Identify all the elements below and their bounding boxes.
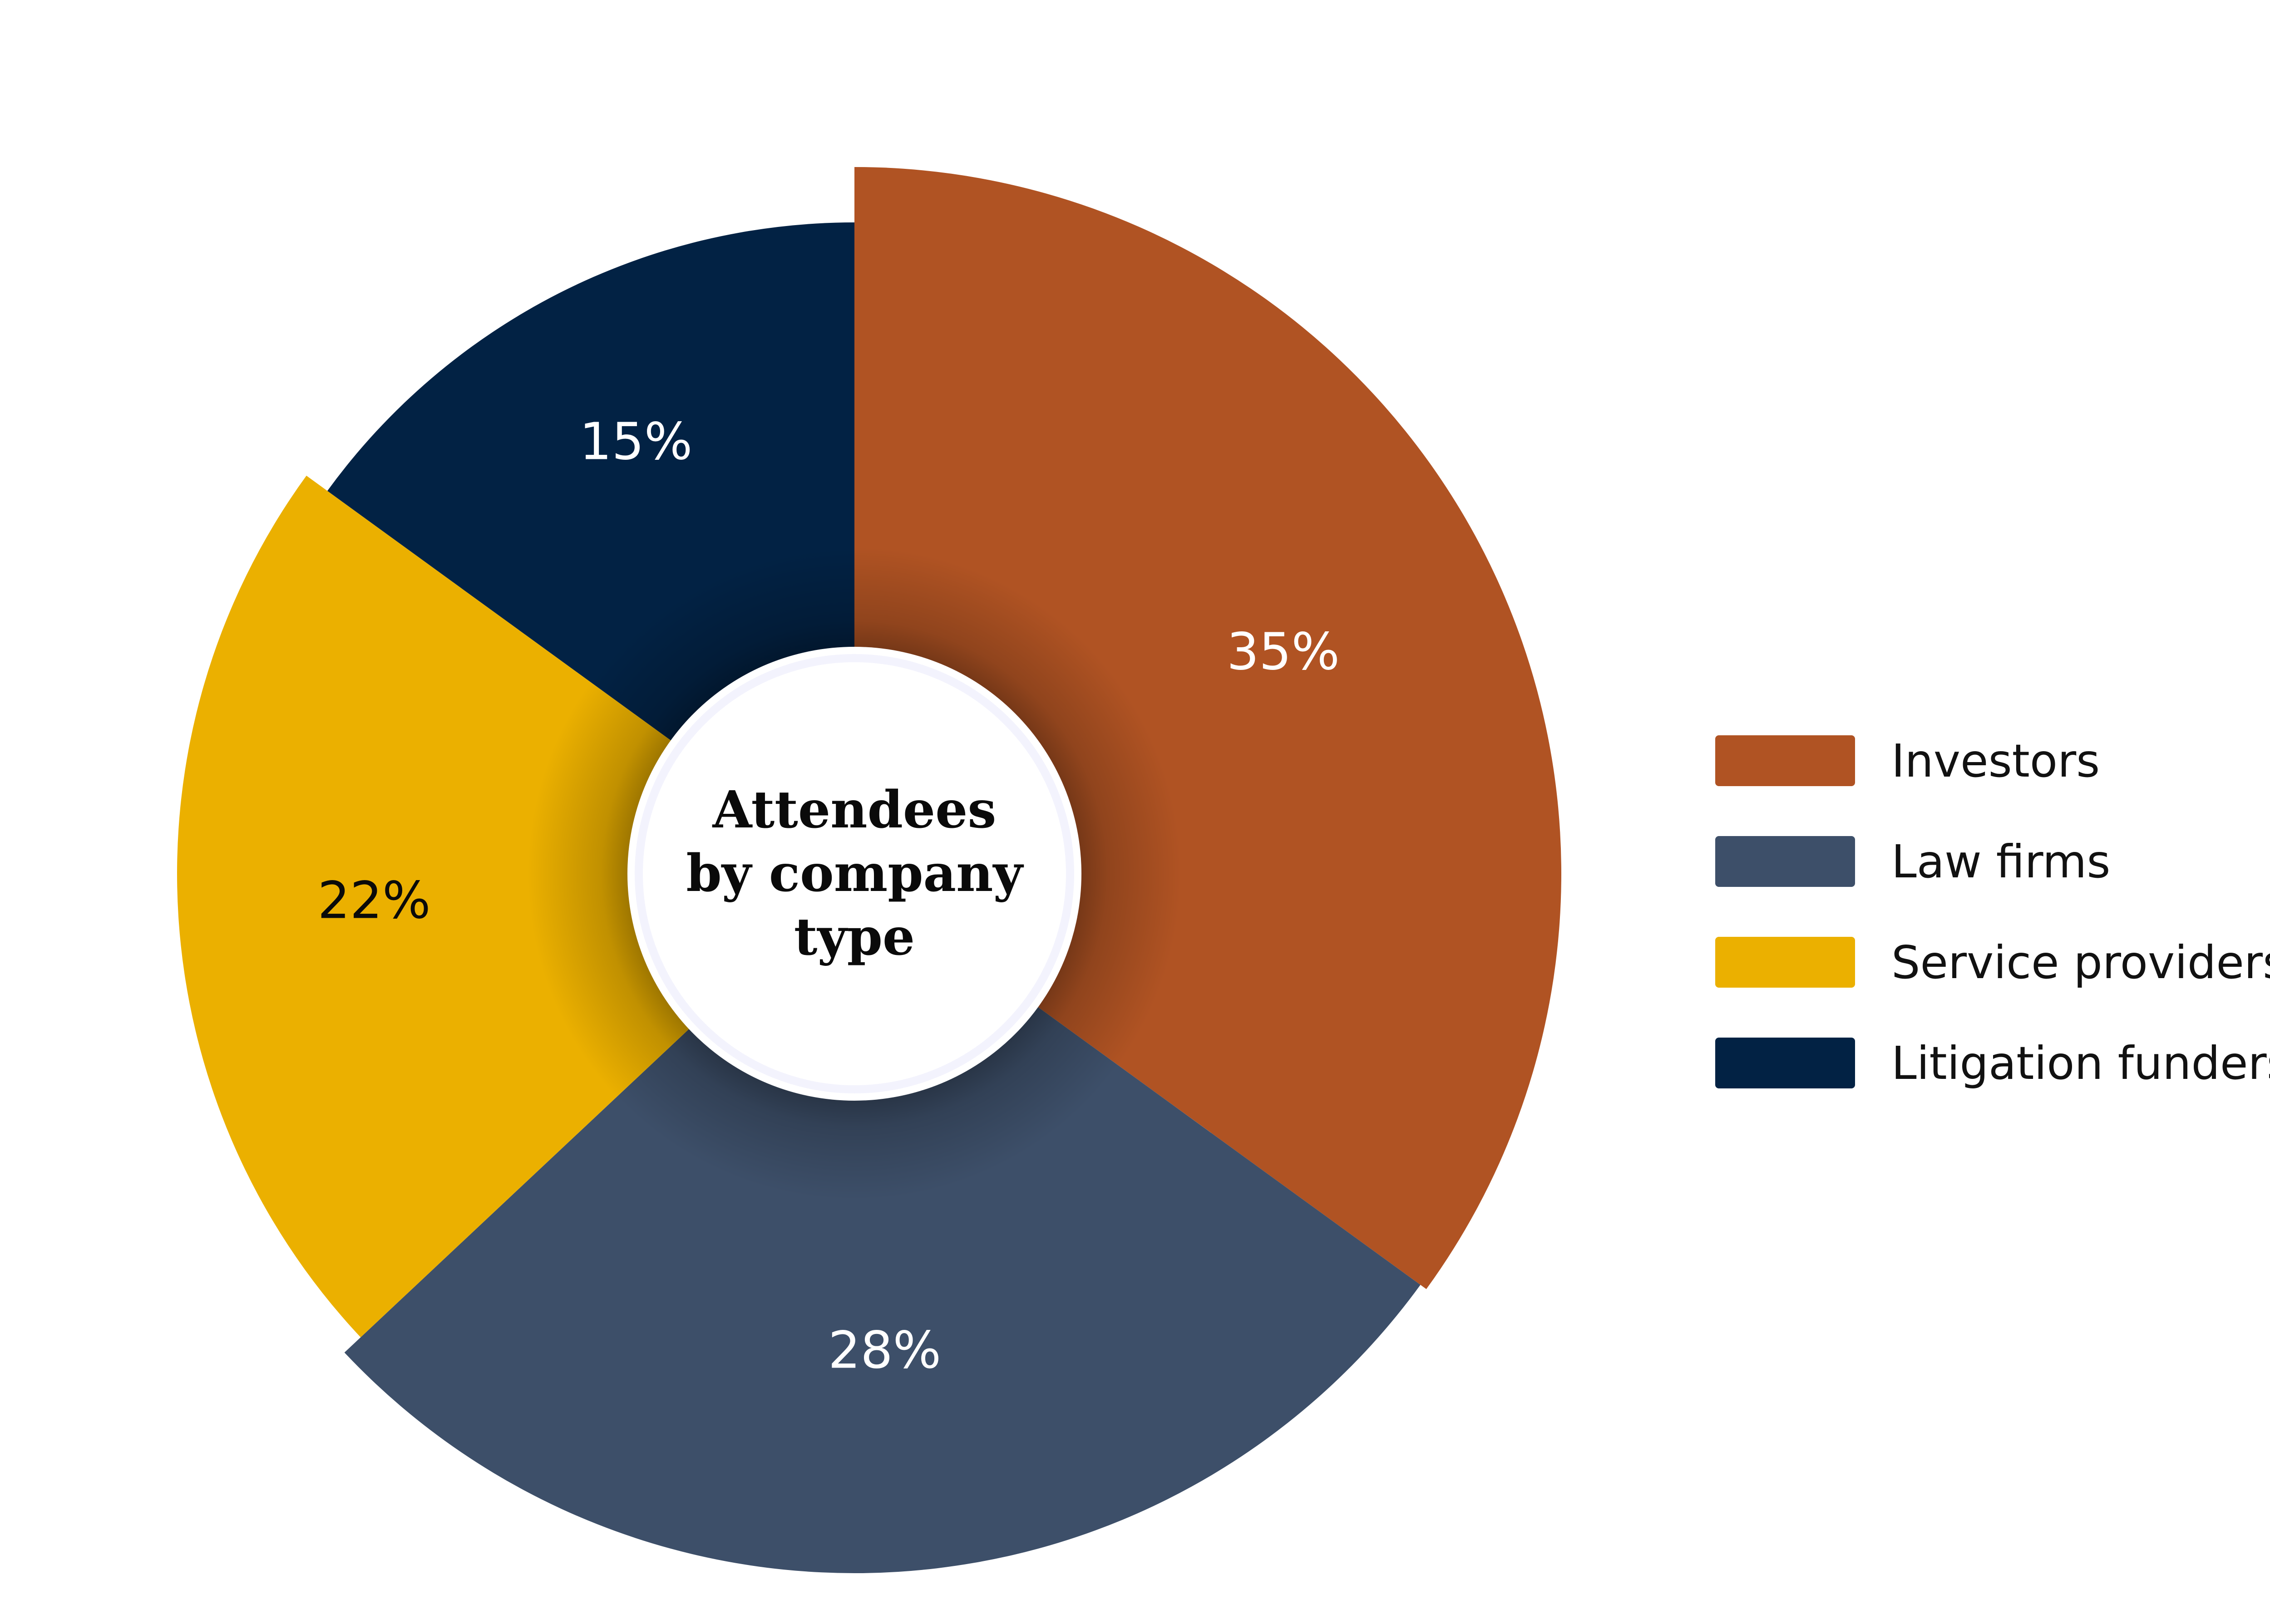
slice-value-label: 22%	[318, 871, 431, 930]
chart-title-line-1: Attendees	[712, 780, 997, 840]
slice-labels: 35% 28% 22% 15%	[318, 412, 1340, 1380]
legend-swatch-service-providers	[1715, 937, 1855, 988]
legend-label: Investors	[1891, 734, 2100, 787]
legend-label: Service providers	[1891, 935, 2270, 989]
legend-item-investors: Investors	[1715, 734, 2270, 787]
legend-label: Law firms	[1891, 835, 2111, 888]
legend-label: Litigation funders	[1891, 1036, 2270, 1090]
legend-item-litigation-funders: Litigation funders	[1715, 1036, 2270, 1090]
slice-value-label: 35%	[1227, 623, 1340, 682]
chart-title: Attendees by company type	[668, 778, 1041, 969]
chart-legend: Investors Law firms Service providers Li…	[1715, 734, 2270, 1138]
center-circle-outer	[627, 647, 1081, 1101]
legend-swatch-law-firms	[1715, 836, 1855, 887]
legend-item-service-providers: Service providers	[1715, 935, 2270, 989]
legend-item-law-firms: Law firms	[1715, 835, 2270, 888]
slice-value-label: 28%	[828, 1321, 941, 1380]
chart-title-line-2: by company	[686, 844, 1023, 903]
slice-value-label: 15%	[579, 412, 692, 471]
chart-title-line-3: type	[794, 907, 915, 967]
legend-swatch-litigation-funders	[1715, 1038, 1855, 1088]
legend-swatch-investors	[1715, 735, 1855, 786]
center-circle-ring	[635, 654, 1074, 1093]
